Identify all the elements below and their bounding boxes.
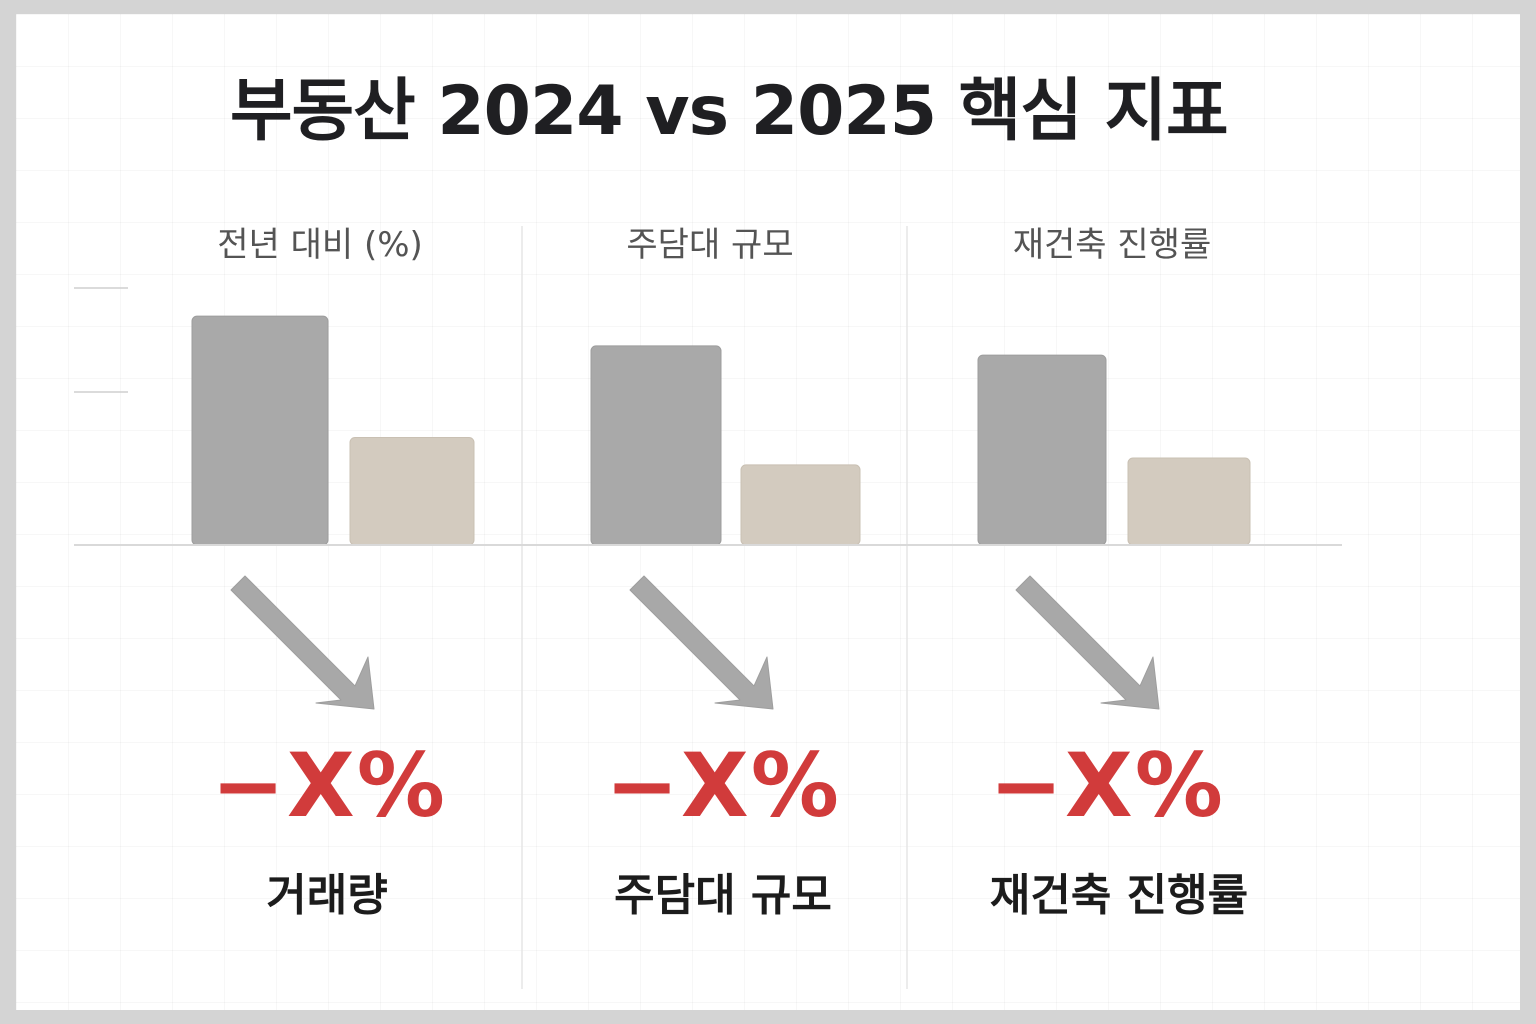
panel-title-1: 전년 대비 (%): [217, 225, 423, 265]
down-arrow-icon-2: [629, 575, 774, 710]
infographic-page: 부동산 2024 vs 2025 핵심 지표 전년 대비 (%) 주담대 규모 …: [16, 14, 1520, 1010]
bar-series1-cat3: [977, 354, 1107, 546]
change-value-3: −X%: [989, 734, 1225, 837]
bar-series2-cat2: [740, 464, 861, 546]
bars: [191, 315, 1251, 546]
indicator-label-3: 재건축 진행률: [989, 870, 1249, 921]
indicator-label-2: 주담대 규모: [614, 870, 832, 921]
bar-series2-cat3: [1127, 457, 1251, 546]
panel-title-2: 주담대 규모: [626, 225, 794, 265]
panel-title-3: 재건축 진행률: [1012, 225, 1212, 265]
indicator-label-1: 거래량: [266, 870, 388, 921]
down-arrow-icon-3: [1015, 575, 1160, 710]
change-value-2: −X%: [605, 734, 841, 837]
bar-chart: [74, 226, 1342, 989]
bar-series1-cat1: [191, 315, 329, 546]
y-axis-ticks: [74, 287, 128, 393]
down-arrows: [230, 575, 1160, 710]
panel-dividers: [521, 226, 908, 989]
change-value-1: −X%: [211, 734, 447, 837]
bar-series2-cat1: [349, 436, 475, 546]
bar-series1-cat2: [590, 345, 722, 546]
down-arrow-icon-1: [230, 575, 375, 710]
page-title: 부동산 2024 vs 2025 핵심 지표: [230, 72, 1229, 151]
